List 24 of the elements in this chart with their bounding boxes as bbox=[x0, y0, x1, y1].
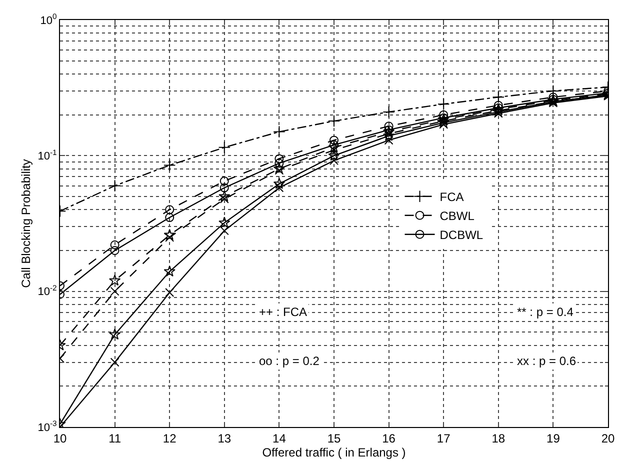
y-axis-title: Call Blocking Probability bbox=[19, 159, 34, 288]
x-tick-label: 13 bbox=[218, 431, 232, 446]
x-tick-label: 19 bbox=[546, 431, 560, 446]
legend-label: FCA bbox=[440, 190, 464, 204]
annotation: xx : p = 0.6 bbox=[517, 354, 576, 368]
annotation: oo : p = 0.2 bbox=[259, 354, 320, 368]
x-axis-title: Offered traffic ( in Erlangs ) bbox=[262, 445, 406, 460]
x-tick-label: 16 bbox=[382, 431, 396, 446]
x-tick-label: 14 bbox=[272, 431, 286, 446]
x-tick-label: 18 bbox=[492, 431, 506, 446]
x-tick-label: 20 bbox=[601, 431, 615, 446]
legend-label: DCBWL bbox=[440, 228, 484, 242]
x-tick-label: 12 bbox=[162, 431, 177, 446]
y-tick-label: 10$^{-1}$ bbox=[38, 148, 57, 163]
annotation: ++ : FCA bbox=[259, 305, 308, 319]
x-tick-label: 10 bbox=[53, 431, 67, 446]
x-tick-label: 17 bbox=[436, 431, 451, 446]
x-tick-label: 11 bbox=[108, 431, 122, 446]
y-tick-label: 10$^{-2}$ bbox=[38, 284, 57, 298]
annotation: ** : p = 0.4 bbox=[517, 305, 574, 319]
y-tick-label: 10$^{0}$ bbox=[40, 12, 57, 27]
x-tick-label: 15 bbox=[327, 431, 341, 446]
y-tick-label: 10$^{-3}$ bbox=[38, 419, 57, 434]
legend-label: CBWL bbox=[440, 209, 475, 224]
